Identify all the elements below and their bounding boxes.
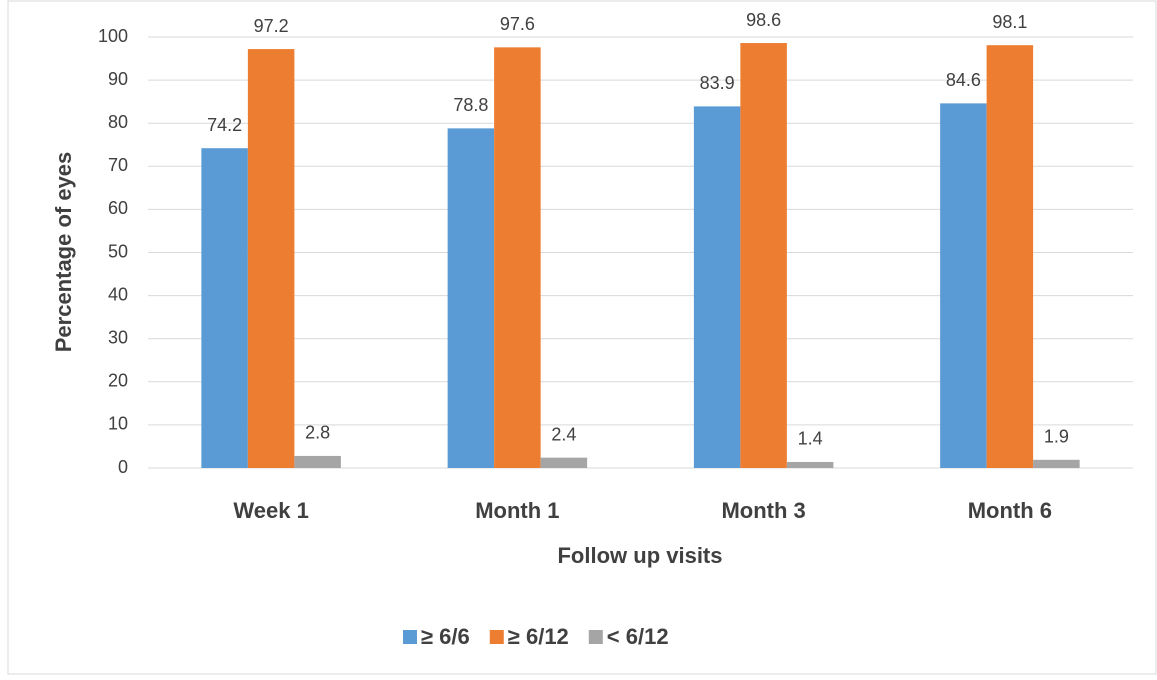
legend-swatch [403,630,417,644]
data-label: 98.6 [746,10,781,30]
data-label: 2.8 [305,423,330,443]
data-label: 97.6 [500,14,535,34]
y-axis-title: Percentage of eyes [51,152,76,353]
x-tick-label: Week 1 [233,498,308,523]
data-label: 83.9 [700,73,735,93]
y-tick-label: 20 [108,371,128,391]
legend-swatch [588,630,603,644]
bar [1033,459,1080,468]
data-label: 1.9 [1044,427,1069,447]
bar [447,128,495,468]
x-tick-label: Month 1 [475,498,559,523]
y-tick-label: 30 [108,327,128,347]
bar [940,103,987,469]
bar [540,457,588,468]
y-tick-label: 10 [108,414,128,434]
bar [693,106,741,469]
x-axis-title: Follow up visits [557,543,722,568]
data-label: 97.2 [254,16,289,36]
y-tick-label: 0 [118,457,128,477]
x-tick-label: Month 6 [968,498,1052,523]
x-tick-label: Month 3 [721,498,805,523]
legend-label: ≥ 6/6 [421,624,470,649]
bar [247,49,295,469]
data-label: 1.4 [798,429,823,449]
data-label: 74.2 [207,115,242,135]
data-label: 2.4 [551,424,576,444]
bar [201,148,248,468]
y-tick-label: 70 [108,155,128,175]
bar [786,461,834,468]
data-label: 98.1 [992,12,1027,32]
y-tick-label: 40 [108,284,128,304]
legend-label: < 6/12 [607,624,669,649]
y-tick-label: 50 [108,241,128,261]
bar [740,43,787,469]
bar [986,45,1034,469]
bar [294,455,341,468]
data-label: 78.8 [453,95,488,115]
legend-label: ≥ 6/12 [508,624,569,649]
y-tick-label: 90 [108,69,128,89]
y-tick-label: 60 [108,198,128,218]
y-tick-label: 80 [108,112,128,132]
data-label: 84.6 [946,70,981,90]
legend-swatch [489,630,504,644]
bar [494,47,541,469]
y-tick-label: 100 [98,26,128,46]
